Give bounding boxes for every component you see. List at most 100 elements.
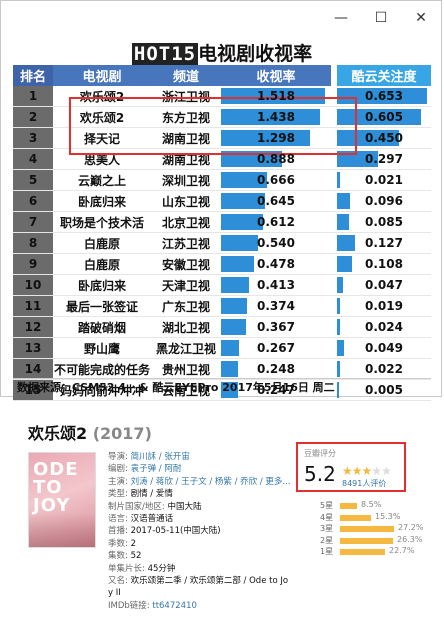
rating-label: 豆瓣评分 [304, 449, 336, 458]
rating-value: 0.374 [257, 299, 295, 313]
data-source-note: 数据来源：CSM52 4+ & 酷云EYEPro 2017年5月16日 周二 [13, 378, 431, 396]
show-cell: 白鹿原 [53, 232, 151, 254]
rating-cell: 0.413 [221, 274, 331, 296]
info-link[interactable]: 袁子弹 / 阿耐 [130, 464, 182, 475]
kuyun-bar [337, 319, 340, 335]
rating-value: 1.438 [257, 110, 295, 124]
minimize-button[interactable]: — [334, 10, 348, 26]
poster-image[interactable]: ODE TO JOY [28, 452, 96, 548]
info-line: 首播: 2017-05-11(中国大陆) [108, 525, 298, 537]
info-key: 首播: [108, 526, 128, 537]
rating-value: 0.540 [257, 236, 295, 250]
kuyun-value: 0.297 [365, 152, 403, 166]
info-key: 语言: [108, 514, 128, 525]
kuyun-bar [337, 298, 340, 314]
show-cell: 野山鹰 [53, 337, 151, 359]
kuyun-value: 0.049 [365, 341, 403, 355]
info-link[interactable]: tt6472410 [152, 600, 197, 611]
rank-cell: 7 [13, 211, 53, 233]
kuyun-bar [337, 172, 340, 188]
header-rank: 排名 [13, 65, 53, 86]
rank-cell: 15 [13, 379, 53, 401]
info-key: 类型: [108, 489, 128, 500]
rating-count-link[interactable]: 8491人评价 [342, 479, 387, 488]
gap-cell [331, 106, 337, 128]
table-row: 12 踏破硝烟 湖北卫视 0.367 0.024 [13, 316, 431, 338]
kuyun-cell: 0.021 [337, 169, 431, 191]
kuyun-value: 0.085 [365, 215, 403, 229]
rating-cell: 0.666 [221, 169, 331, 191]
chart-title-main: 电视剧收视率 [198, 43, 313, 65]
channel-cell: 天津卫视 [151, 274, 221, 296]
rating-value: 1.518 [257, 89, 295, 103]
rating-bar [221, 340, 239, 356]
rating-cell: 1.518 [221, 86, 331, 107]
gap-cell [331, 190, 337, 212]
info-line: 语言: 汉语普通话 [108, 513, 298, 525]
gap-cell [331, 274, 337, 296]
info-key: 主演: [108, 476, 128, 487]
table-row: 13 野山鹰 黑龙江卫视 0.267 0.049 [13, 337, 431, 359]
rating-dist-bar [340, 526, 394, 532]
rating-dist-label: 2星 [320, 535, 334, 545]
close-button[interactable]: ✕ [415, 10, 427, 26]
kuyun-cell: 0.127 [337, 232, 431, 254]
kuyun-value: 0.022 [365, 362, 403, 376]
rating-cell: 0.478 [221, 253, 331, 275]
table-row: 14 不可能完成的任务 贵州卫视 0.248 0.022 [13, 358, 431, 380]
poster-figures [29, 513, 95, 547]
kuyun-bar [337, 109, 421, 125]
kuyun-value: 0.653 [365, 89, 403, 103]
info-value: 汉语普通话 [130, 514, 174, 525]
info-line: 集数: 52 [108, 550, 298, 562]
info-line: 类型: 剧情 / 爱情 [108, 488, 298, 500]
channel-cell: 云南卫视 [151, 379, 221, 401]
maximize-button[interactable]: ☐ [374, 10, 388, 26]
rating-cell: 0.612 [221, 211, 331, 233]
rating-dist-pct: 8.5% [361, 500, 382, 509]
gap-cell [331, 148, 337, 170]
info-link[interactable]: 刘涛 / 蒋欣 / 王子文 / 杨紫 / 乔欣 / 更多... [130, 476, 291, 487]
kuyun-bar [337, 193, 350, 209]
rating-stars: ★★★★★ [342, 464, 392, 478]
rating-value: 0.367 [257, 320, 295, 334]
table-row: 3 择天记 湖南卫视 1.298 0.450 [13, 127, 431, 149]
kuyun-bar [337, 382, 339, 398]
info-link[interactable]: 简川訸 / 张开宙 [130, 452, 190, 462]
info-key: 单集片长: [108, 563, 145, 574]
star-icon: ★ [351, 464, 363, 478]
table-row: 2 欢乐颂2 东方卫视 1.438 0.605 [13, 106, 431, 128]
channel-cell: 安徽卫视 [151, 253, 221, 275]
info-value: 中国大陆 [167, 501, 202, 512]
info-key: 制片国家/地区: [108, 501, 165, 512]
rating-bar [221, 235, 258, 251]
rating-dist-pct: 27.2% [398, 523, 424, 532]
info-value: 52 [130, 551, 142, 562]
rank-cell: 12 [13, 316, 53, 338]
rating-bar [221, 151, 282, 167]
kuyun-bar [337, 130, 399, 146]
kuyun-cell: 0.653 [337, 86, 431, 107]
channel-cell: 湖南卫视 [151, 127, 221, 149]
kuyun-bar [337, 277, 343, 293]
info-line: y II [108, 587, 298, 599]
gap-cell [331, 211, 337, 233]
show-cell: 欢乐颂2 [53, 86, 151, 107]
rating-dist-label: 3星 [320, 524, 334, 533]
kuyun-bar [337, 214, 349, 230]
kuyun-value: 0.127 [365, 236, 403, 250]
show-cell: 卧底归来 [53, 274, 151, 296]
ratings-chart: HOT15 电视剧收视率 排名 电视剧 频道 收视率 酷云关注度 1 欢乐颂2 浙江卫… [13, 35, 431, 401]
table-row: 4 思美人 湖南卫视 0.888 0.297 [13, 148, 431, 170]
rating-value: 1.298 [257, 131, 295, 145]
kuyun-cell: 0.019 [337, 295, 431, 317]
show-cell: 妈妈向前冲冲冲 [53, 379, 151, 401]
show-cell: 踏破硝烟 [53, 316, 151, 338]
rating-dist-pct: 15.3% [375, 511, 401, 521]
gap-cell [331, 127, 337, 149]
douban-panel: 欢乐颂2 (2017) ODE TO JOY 导演: 简川訸 / 张开宙 编剧: … [28, 420, 428, 630]
kuyun-bar [337, 340, 344, 356]
info-line: IMDb链接: tt6472410 [108, 600, 298, 612]
rating-score: 5.2 [304, 462, 336, 486]
rating-dist-bar [340, 503, 357, 509]
